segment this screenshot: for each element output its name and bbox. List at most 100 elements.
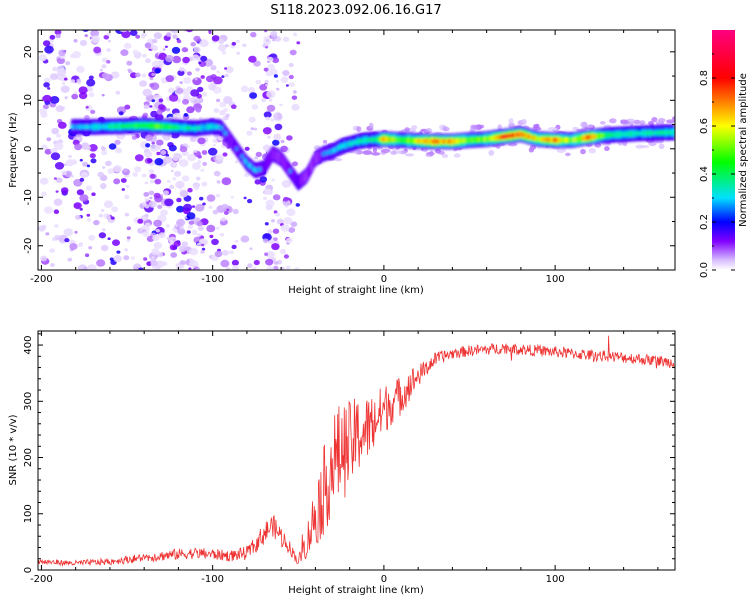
spectrogram-noise-blob [176,205,185,213]
spectrogram-noise-blob [263,188,271,195]
spectrogram-noise-blob [202,92,208,97]
spectrogram-noise-blob [182,98,189,105]
spectrogram-noise-blob [77,243,83,248]
spectrogram-noise-blob [91,35,101,43]
spectrogram-noise-blob [215,193,221,198]
spectrogram-noise-blob [151,141,155,145]
spectrogram-noise-blob [146,261,152,267]
spectrogram-noise-blob [165,153,170,157]
spectrogram-noise-blob [172,155,179,162]
spectrogram-noise-blob [44,148,52,155]
spectrogram-noise-blob [272,228,280,234]
spectrogram-noise-blob [70,54,75,59]
spectrogram-halo [580,121,588,128]
spectrogram-noise-blob [265,258,274,266]
spectrogram-noise-blob [40,255,48,262]
spectrogram-noise-blob [142,201,147,206]
snr-xtick-label: 0 [381,574,387,585]
spectrogram-halo [470,124,481,129]
spectrogram-noise-blob [79,207,83,211]
spectrogram-noise-blob [88,144,98,152]
spectrogram-noise-blob [231,41,237,46]
spectrogram-noise-blob [167,87,175,94]
spectrogram-noise-blob [235,160,238,164]
spectrogram-noise-blob [108,39,111,43]
spectrogram-noise-blob [252,267,257,270]
spectrogram-noise-blob [253,259,260,266]
spectrogram-noise-blob [172,112,182,121]
spectrogram-noise-blob [221,75,225,78]
spectrogram-noise-blob [153,219,163,227]
spectrogram-noise-blob [264,222,269,226]
spectrogram-noise-blob [195,108,202,113]
spectrogram-halo [580,148,586,155]
spectrogram-noise-blob [250,127,254,130]
spectrogram-noise-blob [195,67,201,72]
spectrogram-ridge-cell [235,146,239,151]
spectrogram-noise-blob [132,172,138,177]
snr-xtick-label: 100 [546,574,565,585]
spectrogram-noise-blob [106,32,111,36]
spectrogram-noise-blob [288,82,295,87]
spectrogram-noise-blob [79,194,89,202]
snr-ytick-label: 0 [23,567,34,573]
spectrogram-noise-blob [231,244,237,250]
spectrogram-noise-blob [213,170,221,177]
spectrogram-noise-blob [179,189,189,197]
spectrogram-noise-blob [225,113,230,118]
spectrogram-noise-blob [247,263,253,269]
spectrogram-ytick-label: -10 [23,189,34,205]
spectrogram-noise-blob [74,91,78,94]
spectrogram-noise-blob [195,203,205,212]
spectrogram-noise-blob [199,238,208,246]
spectrogram-noise-blob [55,177,63,183]
spectrogram-noise-blob [142,231,150,238]
spectrogram-noise-blob [125,184,130,189]
spectrogram-noise-blob [213,76,223,85]
spectrogram-noise-blob [283,217,293,225]
spectrogram-noise-blob [88,92,95,98]
spectrogram-noise-blob [148,200,157,208]
spectrogram-noise-blob [196,221,203,227]
spectrogram-ytick-label: 10 [23,94,34,107]
spectrogram-noise-blob [289,49,297,56]
spectrogram-xtick-label: -100 [201,274,224,285]
spectrogram-noise-blob [88,75,94,80]
snr-xtick-label: -200 [30,574,53,585]
spectrogram-noise-blob [44,77,51,84]
spectrogram-noise-blob [149,144,160,152]
spectrogram-noise-blob [186,71,192,76]
spectrogram-halo [429,150,434,157]
spectrogram-halo [599,121,606,125]
spectrogram-noise-blob [255,79,261,85]
spectrogram-xtick-label: 0 [381,274,387,285]
spectrogram-noise-blob [219,233,225,237]
spectrogram-noise-blob [68,155,72,158]
spectrogram-noise-blob [149,173,156,179]
spectrogram-noise-blob [249,92,258,99]
spectrogram-noise-blob [192,231,198,236]
spectrogram-noise-blob [79,177,85,182]
spectrogram-noise-blob [151,45,158,52]
spectrogram-noise-blob [206,224,216,233]
spectrogram-noise-blob [43,82,50,88]
spectrogram-halo [651,117,658,123]
spectrogram-noise-blob [208,205,213,209]
spectrogram-noise-blob [85,106,89,109]
spectrogram-noise-blob [197,160,202,164]
spectrogram-noise-blob [228,250,234,255]
spectrogram-noise-blob [76,65,85,73]
spectrogram-noise-blob [156,151,161,156]
spectrogram-noise-blob [145,143,151,148]
snr-xlabel: Height of straight line (km) [288,585,424,596]
spectrogram-halo [586,124,594,129]
spectrogram-noise-blob [49,73,59,80]
spectrogram-noise-blob [149,83,155,88]
spectrogram-noise-blob [151,73,155,76]
spectrogram-halo [371,152,381,156]
spectrogram-noise-blob [247,198,253,204]
spectrogram-noise-blob [149,105,153,108]
spectrogram-noise-blob [49,248,56,254]
spectrogram-noise-blob [230,195,234,199]
spectrogram-noise-blob [148,26,152,30]
